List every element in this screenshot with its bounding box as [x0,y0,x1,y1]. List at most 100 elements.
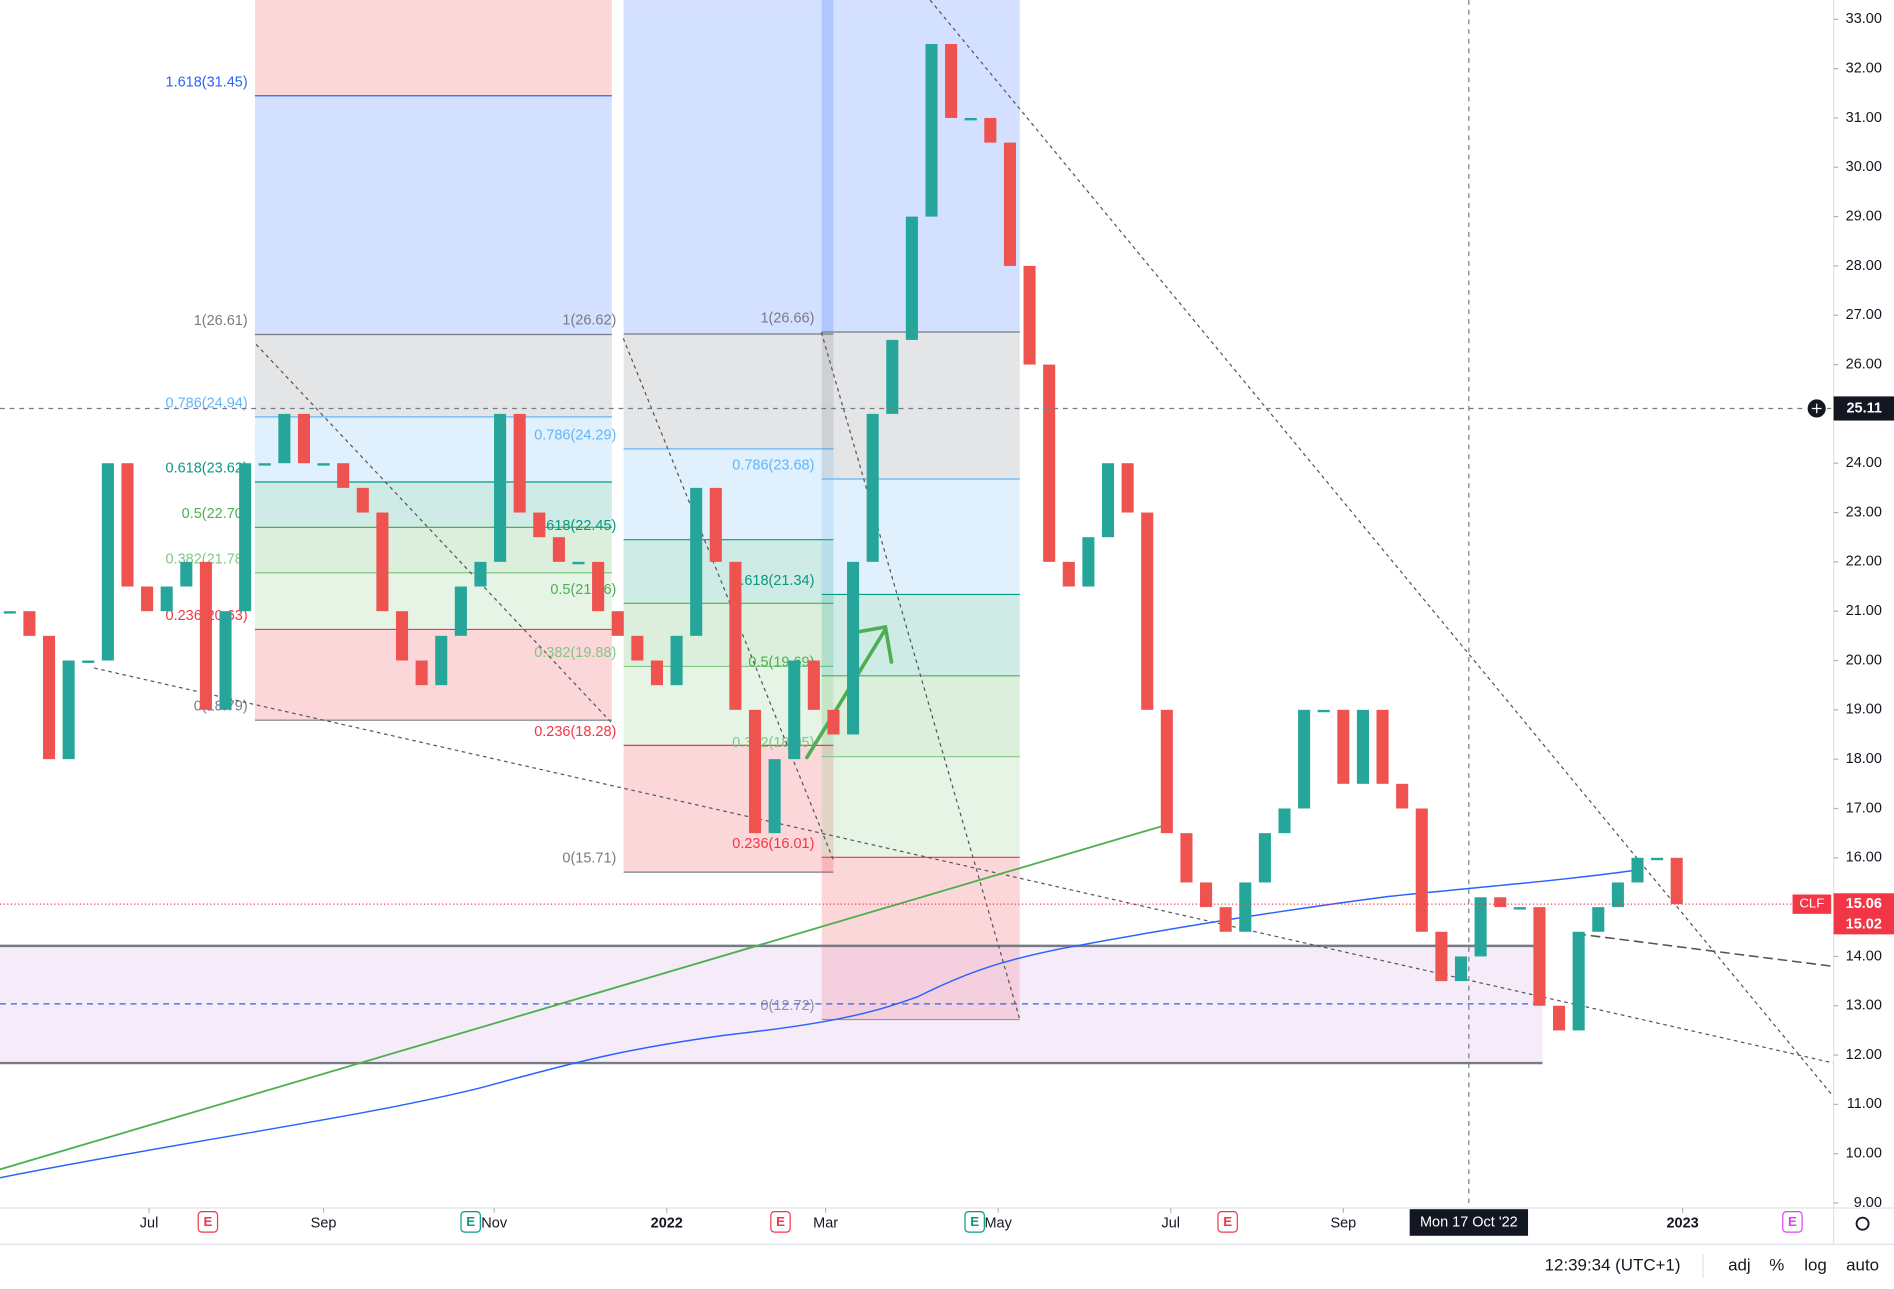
y-tick-label: 9.00 [1854,1195,1882,1211]
fib-band [821,0,1020,333]
candle [1513,907,1526,910]
x-cross-label: Mon 17 Oct '22 [1420,1214,1518,1230]
candle [199,561,212,710]
fib-band [254,629,612,721]
fib-label: 0.5(19.69) [748,654,814,670]
candle [1592,907,1605,932]
candle [1121,463,1134,513]
candle [709,487,722,562]
candle [1200,882,1213,908]
fib-label: 0.786(24.94) [166,395,248,411]
event-label: E [970,1214,979,1229]
fib-band [254,527,612,573]
candle [1180,833,1193,883]
event-marker[interactable] [1217,1211,1238,1233]
y-tick-label: 28.00 [1846,258,1882,274]
y-tick-label: 12.00 [1846,1047,1882,1063]
candle [297,413,311,464]
candle [1317,709,1330,713]
fib-label: 0.5(22.70) [182,506,248,522]
candle [1003,142,1016,266]
candle [925,43,938,217]
fib-band [623,333,834,449]
price-tags: 25.11 Mon 17 Oct '22 CLF 15.06 15.02 [1409,396,1894,1236]
candle [748,709,762,834]
candle [1337,709,1350,784]
add-icon [1811,403,1822,414]
x-tick-label: Sep [311,1216,337,1232]
candle [690,487,703,636]
candle [1023,265,1036,365]
candle [945,43,958,118]
toolbar-button[interactable]: log [1804,1255,1827,1274]
trend-line [0,824,1166,1171]
candle [611,611,624,636]
y-tick-label: 30.00 [1846,159,1882,175]
last-price-tag [1833,893,1894,935]
x-tick-label: Jul [140,1216,159,1232]
candle [729,561,742,710]
fib-label: 0.618(21.34) [732,573,814,589]
candle [317,463,330,466]
event-label: E [776,1214,785,1229]
candle [1219,907,1232,932]
candle [415,660,428,686]
candle [474,561,487,587]
candle [1474,897,1487,957]
x-tick-label: Mar [813,1216,838,1232]
y-tick-label: 24.00 [1846,455,1882,471]
fib-label: 0.5(21.16) [550,582,616,598]
candle [1101,463,1115,538]
event-marker[interactable] [1782,1211,1803,1233]
fib-band [821,756,1020,858]
candle [1435,931,1448,982]
fib-band [821,857,1020,1020]
event-marker[interactable] [197,1211,219,1233]
y-tick-label: 26.00 [1846,356,1882,372]
candle [807,660,820,710]
candle [572,561,585,565]
settings-icon[interactable] [1855,1216,1870,1231]
toolbar-button[interactable]: auto [1846,1255,1879,1274]
candle [1258,833,1271,883]
candle [1631,857,1644,883]
symbol-tag [1792,894,1832,914]
moving-average [0,869,1640,1179]
fib-band [623,603,834,667]
y-tick-label: 13.00 [1846,998,1882,1014]
x-axis-bg [0,1207,1894,1245]
candle [141,586,154,612]
x-tick-label: Nov [481,1216,508,1232]
candle [1415,808,1428,932]
candle [121,463,134,587]
fib-label: 1(26.66) [760,311,814,327]
fib-label: 0.786(23.68) [732,458,814,474]
y-axis-bg [1833,0,1894,1245]
candle [62,660,75,760]
crosshair-y-label: 25.11 [1846,400,1881,416]
candle [1533,907,1546,1006]
event-label: E [466,1214,475,1229]
fib-label: 0.618(22.45) [534,518,616,534]
candle [964,117,977,121]
fib-label: 0(12.72) [760,998,814,1014]
toolbar-button[interactable]: % [1769,1255,1784,1274]
candle [1611,882,1624,908]
toolbar-button[interactable]: adj [1728,1255,1751,1274]
event-marker[interactable] [770,1211,791,1233]
candle [1160,709,1173,834]
candle [768,759,781,834]
candle [1278,808,1291,834]
y-tick-label: 27.00 [1846,307,1882,323]
candle [1141,512,1154,710]
candle [101,463,114,661]
candle [278,413,291,464]
event-marker[interactable] [964,1211,985,1233]
candle [1494,897,1507,908]
event-marker[interactable] [460,1211,481,1233]
fib-band [821,332,1020,480]
